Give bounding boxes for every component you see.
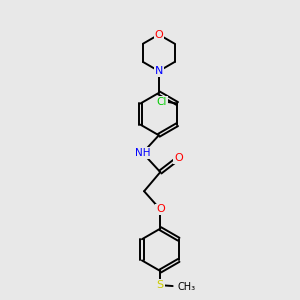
Text: N: N: [154, 66, 163, 76]
Text: S: S: [157, 280, 164, 290]
Text: O: O: [156, 205, 165, 214]
Text: NH: NH: [135, 148, 150, 158]
Text: O: O: [154, 30, 163, 40]
Text: Cl: Cl: [157, 97, 167, 107]
Text: CH₃: CH₃: [178, 282, 196, 292]
Text: O: O: [174, 153, 183, 163]
